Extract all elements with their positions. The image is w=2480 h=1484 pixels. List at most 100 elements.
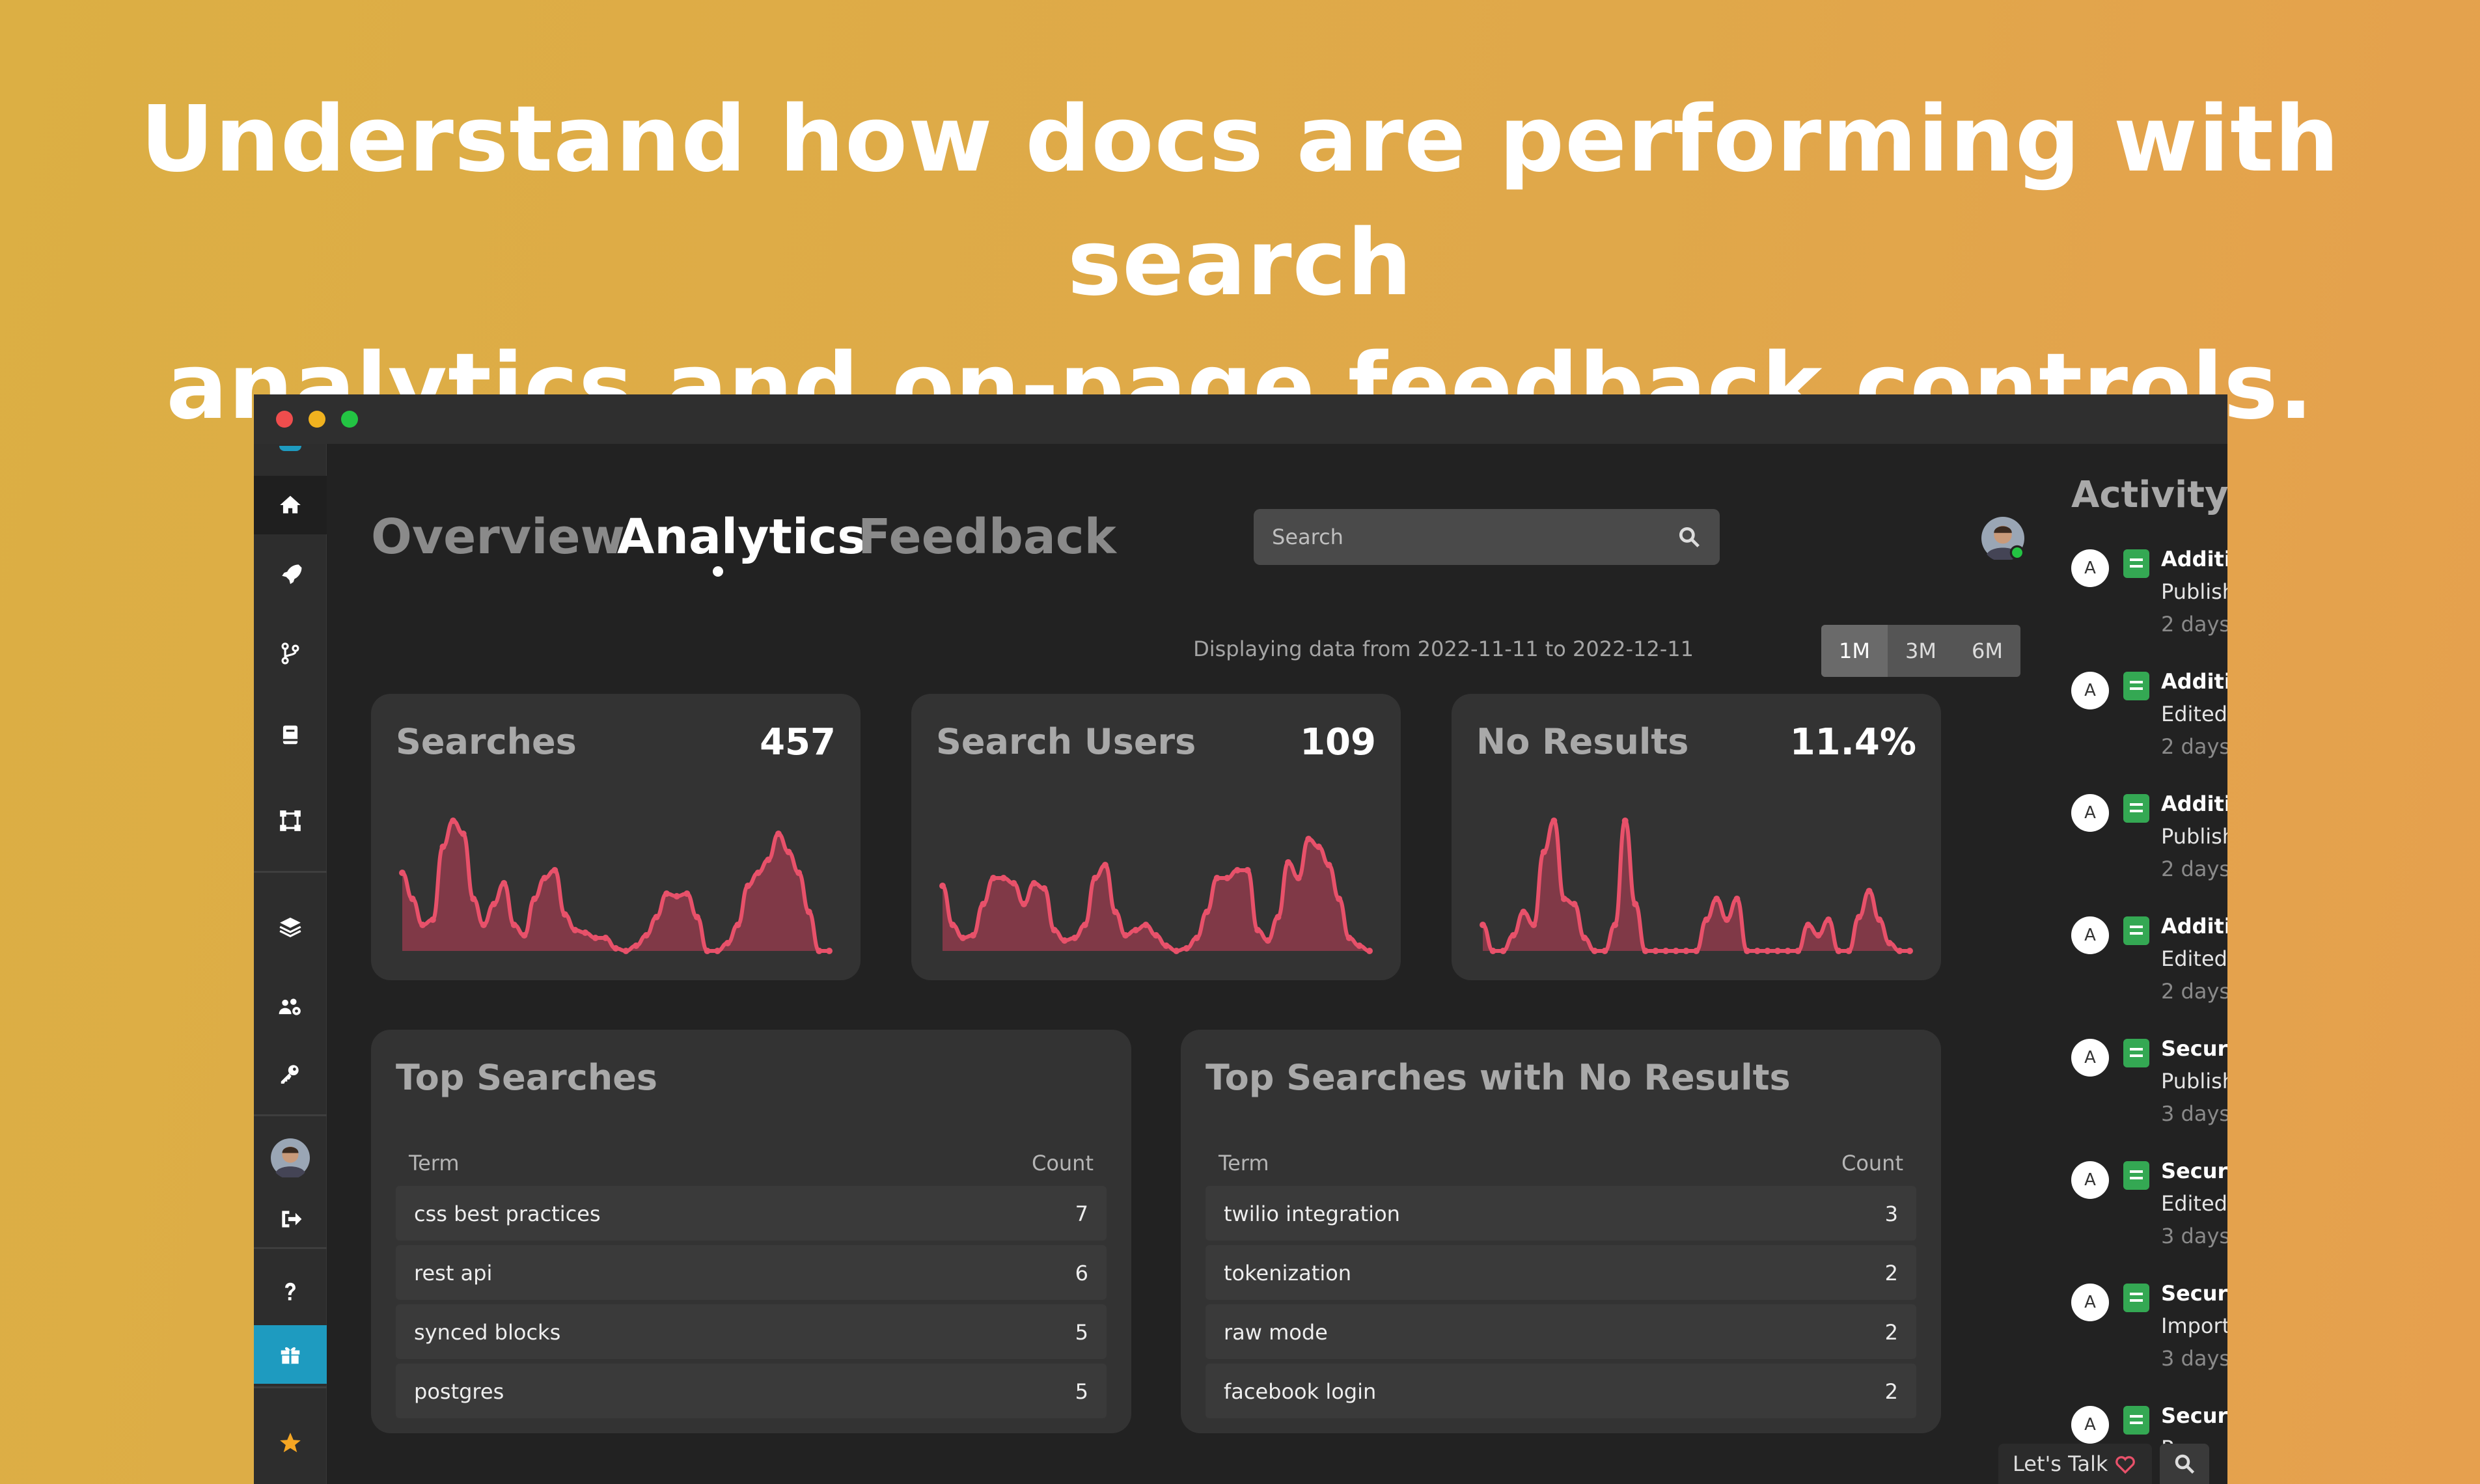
doc-icon xyxy=(2123,1161,2149,1190)
sparkline-point xyxy=(592,935,599,941)
sparkline-point xyxy=(1612,922,1619,928)
sparkline-point xyxy=(795,870,803,876)
help-search-button[interactable] xyxy=(2160,1444,2209,1484)
book-icon xyxy=(282,725,298,745)
sidebar-item-keys[interactable] xyxy=(254,1044,327,1103)
sparkline-point xyxy=(1051,927,1058,933)
table-row[interactable]: tokenization 2 xyxy=(1206,1245,1916,1300)
sparkline-point xyxy=(531,896,538,902)
range-6m-button[interactable]: 6M xyxy=(1972,639,2003,663)
sidebar-item-launch[interactable] xyxy=(254,543,327,602)
sparkline-point xyxy=(990,875,997,881)
table-row[interactable]: postgres 5 xyxy=(396,1364,1107,1418)
sparkline-point xyxy=(1274,914,1282,920)
sparkline-point xyxy=(1581,935,1588,941)
doc-icon xyxy=(2123,1039,2149,1067)
table-row[interactable]: facebook login 2 xyxy=(1206,1364,1916,1418)
sparkline-point xyxy=(734,922,741,928)
doc-icon xyxy=(2123,1406,2149,1435)
app-window: Overview Analytics Feedback Displaying d… xyxy=(254,394,2227,1484)
doc-icon xyxy=(2123,549,2149,578)
sparkline-point xyxy=(714,948,721,954)
sparkline-point xyxy=(1672,948,1679,954)
range-1m-button[interactable]: 1M xyxy=(1821,625,1888,677)
search-input[interactable] xyxy=(1254,509,1670,565)
range-3m-button[interactable]: 3M xyxy=(1905,639,1936,663)
lets-talk-button[interactable]: Let's Talk xyxy=(1998,1444,2152,1484)
active-tab-indicator xyxy=(713,566,723,577)
sidebar-item-branches[interactable] xyxy=(254,624,327,683)
date-range-text: Displaying data from 2022-11-11 to 2022-… xyxy=(1193,637,1694,661)
activity-item[interactable]: A Securi Publish 3 days xyxy=(2071,1036,2227,1143)
sidebar-item-logout[interactable] xyxy=(254,1190,327,1248)
sparkline-point xyxy=(510,922,517,928)
sparkline-point xyxy=(1754,948,1761,954)
minimize-dot[interactable] xyxy=(309,411,325,428)
sparkline-point xyxy=(1244,867,1251,873)
search-icon[interactable] xyxy=(1677,525,1702,549)
table-row[interactable]: twilio integration 3 xyxy=(1206,1186,1916,1241)
sparkline-point xyxy=(1774,948,1781,954)
sidebar-item-docs[interactable] xyxy=(254,706,327,764)
sidebar-divider xyxy=(254,871,327,873)
table-row[interactable]: css best practices 7 xyxy=(396,1186,1107,1241)
table-row[interactable]: raw mode 2 xyxy=(1206,1304,1916,1359)
sparkline-point xyxy=(1356,942,1363,949)
sparkline-point xyxy=(1713,896,1720,902)
sidebar-item-whats-new[interactable] xyxy=(254,1325,327,1384)
activity-title: Additic xyxy=(2161,791,2227,816)
sidebar-user-avatar[interactable] xyxy=(254,1129,327,1187)
sparkline-point xyxy=(1907,948,1913,954)
sparkline-point xyxy=(1500,948,1507,954)
sidebar-item-home[interactable] xyxy=(254,476,327,534)
activity-item[interactable]: A Additic Edited 2 days xyxy=(2071,669,2227,776)
sparkline-point xyxy=(816,948,823,954)
sparkline-point xyxy=(490,901,497,907)
user-avatar[interactable] xyxy=(1981,517,2024,560)
sparkline-point xyxy=(959,935,967,941)
activity-time: 3 days xyxy=(2161,1224,2227,1248)
sparkline-point xyxy=(653,914,660,920)
sidebar-item-shapes[interactable] xyxy=(254,791,327,850)
sidebar-divider xyxy=(254,1247,327,1249)
table-row[interactable]: rest api 6 xyxy=(396,1245,1107,1300)
sparkline-point xyxy=(501,880,508,886)
activity-avatar: A xyxy=(2071,1039,2109,1077)
sidebar-item-help[interactable] xyxy=(254,1263,327,1321)
sparkline-point xyxy=(1703,916,1710,923)
sparkline-point xyxy=(939,883,946,889)
activity-item[interactable]: A Additic Publish 2 days xyxy=(2071,547,2227,653)
top-no-results-card: Top Searches with No Results Term Count … xyxy=(1181,1030,1941,1433)
sidebar-item-favorites[interactable] xyxy=(254,1414,327,1472)
stat-card-no-results: No Results 11.4% xyxy=(1452,694,1941,980)
tab-feedback[interactable]: Feedback xyxy=(858,509,1116,565)
sparkline-point xyxy=(1112,909,1119,915)
activity-item[interactable]: A Securi Import 3 days xyxy=(2071,1281,2227,1388)
activity-time: 2 days xyxy=(2161,979,2227,1004)
sparkline-point xyxy=(572,927,579,933)
main-panel: Overview Analytics Feedback Displaying d… xyxy=(327,444,2227,1484)
activity-item[interactable]: A Additic Edited 2 days xyxy=(2071,914,2227,1021)
close-dot[interactable] xyxy=(276,411,293,428)
table-row[interactable]: synced blocks 5 xyxy=(396,1304,1107,1359)
count-cell: 2 xyxy=(1884,1379,1898,1404)
sparkline-point xyxy=(1560,896,1567,902)
sparkline-point xyxy=(419,922,426,928)
activity-item[interactable]: A Additic Publish 2 days xyxy=(2071,791,2227,898)
key-icon xyxy=(281,1065,299,1084)
sparkline-point xyxy=(1305,836,1312,842)
activity-item[interactable]: A Securi Edited 3 days xyxy=(2071,1159,2227,1265)
doc-icon xyxy=(2123,1284,2149,1312)
maximize-dot[interactable] xyxy=(341,411,358,428)
sidebar-item-users[interactable] xyxy=(254,978,327,1036)
sidebar-divider xyxy=(254,1386,327,1388)
activity-action: Edited xyxy=(2161,702,2227,726)
sidebar-item-layers[interactable] xyxy=(254,898,327,956)
tab-overview[interactable]: Overview xyxy=(371,509,625,565)
column-term: Term xyxy=(409,1151,460,1175)
term-cell: tokenization xyxy=(1224,1261,1352,1285)
sparkline-point xyxy=(439,844,447,850)
tab-analytics[interactable]: Analytics xyxy=(617,509,866,565)
doc-icon xyxy=(2123,794,2149,823)
